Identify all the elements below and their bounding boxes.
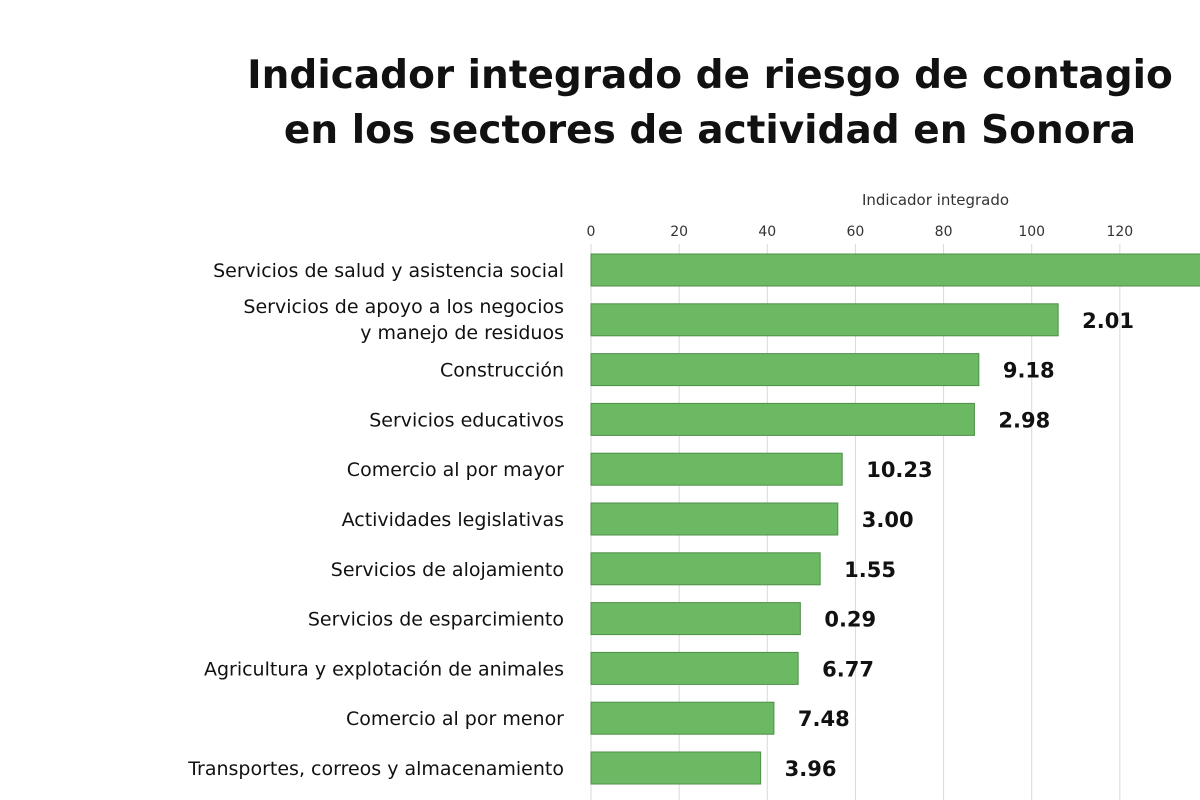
category-label: Comercio al por menor: [346, 708, 564, 730]
x-tick-label: 100: [1018, 224, 1045, 240]
value-label: 2.01: [1082, 309, 1134, 333]
chart-title-line-1: Indicador integrado de riesgo de contagi…: [247, 53, 1173, 98]
category-label: Construcción: [440, 360, 564, 382]
bars: [590, 253, 1200, 785]
category-labels: Servicios de salud y asistencia social Se…: [187, 260, 564, 780]
category-label: Servicios de apoyo a los negocios: [243, 296, 564, 318]
bar: [590, 353, 980, 387]
value-label: 2.98: [998, 408, 1050, 432]
x-axis-ticks: 02040608010012014: [587, 224, 1200, 240]
x-tick-label: 0: [587, 224, 596, 240]
x-axis-title: Indicador integrado: [862, 191, 1009, 209]
value-label: 10.23: [866, 458, 932, 482]
value-label: 9.18: [1003, 359, 1055, 383]
x-tick-label: 120: [1106, 224, 1133, 240]
category-label: Agricultura y explotación de animales: [204, 658, 564, 680]
category-label: Servicios de alojamiento: [331, 559, 564, 581]
bar: [590, 452, 843, 486]
bar: [590, 751, 762, 785]
x-tick-label: 40: [758, 224, 776, 240]
bar: [590, 303, 1059, 337]
category-label: Servicios de salud y asistencia social: [213, 260, 564, 282]
bar: [590, 701, 775, 735]
value-label: 1.55: [844, 558, 896, 582]
bar: [590, 402, 975, 436]
category-label: Comercio al por mayor: [347, 459, 564, 481]
x-tick-label: 20: [670, 224, 688, 240]
value-label: 6.77: [822, 657, 874, 681]
bar: [590, 552, 821, 586]
bar: [590, 651, 799, 685]
value-labels: 2.01 9.18 2.98 10.23 3.00 1.55 0.29 6.77 7.48 3.9…: [785, 309, 1134, 781]
category-label: Actividades legislativas: [342, 509, 564, 531]
value-label: 3.00: [862, 508, 914, 532]
value-label: 7.48: [798, 707, 850, 731]
value-label: 3.96: [785, 757, 837, 781]
category-label: Servicios de esparcimiento: [308, 609, 564, 631]
chart-title-line-2: en los sectores de actividad en Sonora: [283, 108, 1137, 153]
bar: [590, 502, 839, 536]
x-tick-label: 60: [847, 224, 865, 240]
chart-title: Indicador integrado de riesgo de contagi…: [190, 48, 1200, 158]
bar: [590, 602, 801, 636]
category-label: Servicios educativos: [369, 409, 564, 431]
x-tick-label: 80: [935, 224, 953, 240]
value-label: 0.29: [824, 608, 876, 632]
bar: [590, 253, 1200, 287]
category-label: Transportes, correos y almacenamiento: [187, 758, 564, 780]
category-label: y manejo de residuos: [360, 322, 564, 344]
